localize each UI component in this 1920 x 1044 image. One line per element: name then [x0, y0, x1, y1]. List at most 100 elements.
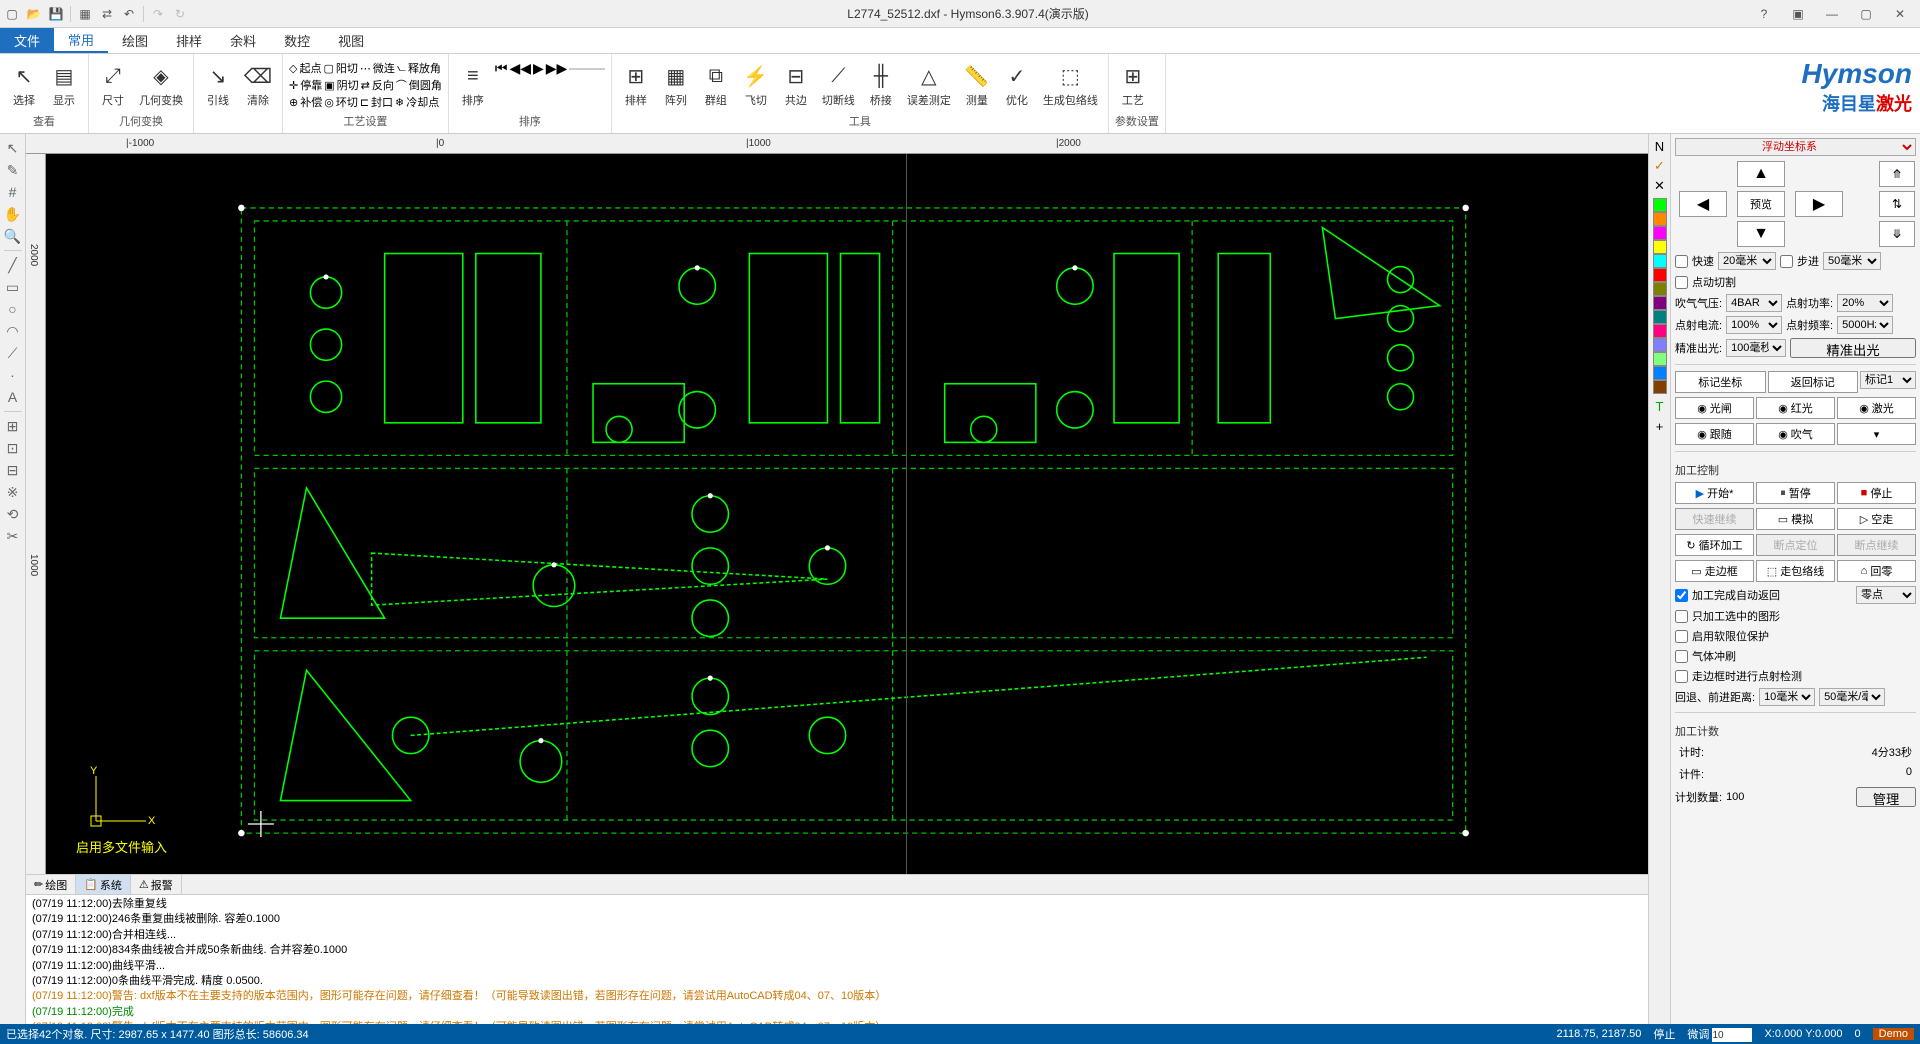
pause-button[interactable]: ⏸暂停 — [1756, 482, 1835, 504]
retreat2-select[interactable]: 50毫米/毫 — [1819, 688, 1885, 706]
step-select[interactable]: 50毫米 — [1823, 252, 1881, 270]
layer-swatch[interactable] — [1653, 324, 1667, 338]
sort-prev-icon[interactable]: ⏮ — [495, 60, 508, 77]
layer-swatch[interactable] — [1653, 310, 1667, 324]
log-tab-draw[interactable]: ✏ 绘图 — [26, 875, 76, 894]
layer-check-icon[interactable]: ✓ — [1652, 158, 1668, 174]
precise-button[interactable]: 精准出光 — [1790, 338, 1916, 358]
tool1-icon[interactable]: ⊞ — [3, 416, 23, 436]
group-button[interactable]: ⧉群组 — [698, 60, 734, 110]
drawing-canvas[interactable]: X Y 启用多文件输入 — [46, 154, 1648, 874]
layer-swatch[interactable] — [1653, 240, 1667, 254]
release-icon[interactable]: ⦦ — [397, 62, 406, 75]
redlight-button[interactable]: ◉红光 — [1756, 397, 1835, 419]
dropdown-button[interactable]: ▾ — [1837, 423, 1916, 445]
tab-common[interactable]: 常用 — [54, 28, 108, 53]
order-icon[interactable]: # — [3, 182, 23, 202]
arc-icon[interactable]: ◠ — [3, 321, 23, 341]
yang-icon[interactable]: ▢ — [323, 62, 333, 75]
maximize-icon[interactable]: ▢ — [1850, 2, 1882, 26]
jog-z-down-button[interactable]: ⤋ — [1879, 221, 1915, 247]
tab-nest[interactable]: 排样 — [162, 28, 216, 53]
jog-right-button[interactable]: ▶ — [1795, 191, 1843, 217]
layer-swatch[interactable] — [1653, 268, 1667, 282]
jog-down-button[interactable]: ▼ — [1737, 221, 1785, 247]
circle-icon[interactable]: ○ — [3, 299, 23, 319]
clear-button[interactable]: ⌫清除 — [240, 60, 276, 110]
dock-icon[interactable]: ✛ — [289, 79, 298, 92]
tool4-icon[interactable]: ※ — [3, 482, 23, 502]
tool3-icon[interactable]: ⊟ — [3, 460, 23, 480]
mark-coord-button[interactable]: 标记坐标 — [1675, 371, 1766, 393]
common-button[interactable]: ⊟共边 — [778, 60, 814, 110]
tech-param-button[interactable]: ⊞工艺 — [1115, 60, 1151, 110]
step-checkbox[interactable] — [1780, 255, 1793, 268]
pan-icon[interactable]: ✋ — [3, 204, 23, 224]
shutter-button[interactable]: ◉光闸 — [1675, 397, 1754, 419]
restore-icon[interactable]: ▣ — [1782, 2, 1814, 26]
yin-icon[interactable]: ▣ — [324, 79, 334, 92]
minimize-icon[interactable]: — — [1816, 2, 1848, 26]
jog-left-button[interactable]: ◀ — [1679, 191, 1727, 217]
layer-swatch[interactable] — [1653, 338, 1667, 352]
fly-button[interactable]: ⚡飞切 — [738, 60, 774, 110]
lead-button[interactable]: ↘引线 — [200, 60, 236, 110]
sort-back-icon[interactable]: ◀◀ — [509, 60, 531, 77]
seal-icon[interactable]: ⊏ — [360, 96, 369, 109]
tab-nc[interactable]: 数控 — [270, 28, 324, 53]
link-icon[interactable]: ⇄ — [99, 6, 115, 22]
log-tab-system[interactable]: 📋 系统 — [76, 875, 131, 894]
jog-up-button[interactable]: ▲ — [1737, 161, 1785, 187]
close-icon[interactable]: ✕ — [1884, 2, 1916, 26]
layer-plus-icon[interactable]: + — [1652, 418, 1668, 434]
dotfreq-select[interactable]: 5000Hz — [1837, 316, 1893, 334]
transform-button[interactable]: ◈几何变换 — [135, 60, 187, 110]
edge-dot-checkbox[interactable] — [1675, 670, 1688, 683]
measure-button[interactable]: 📏测量 — [959, 60, 995, 110]
layer-swatch[interactable] — [1653, 226, 1667, 240]
fillet-icon[interactable]: ⌒ — [396, 77, 407, 93]
fast-continue-button[interactable]: 快速继续 — [1675, 508, 1754, 530]
size-button[interactable]: ⤢尺寸 — [95, 60, 131, 110]
dotpower-select[interactable]: 20% — [1837, 294, 1893, 312]
layer-swatch[interactable] — [1653, 380, 1667, 394]
redo-icon[interactable]: ↷ — [150, 6, 166, 22]
home-button[interactable]: ⌂回零 — [1837, 560, 1916, 582]
soft-limit-checkbox[interactable] — [1675, 630, 1688, 643]
text-icon[interactable]: A — [3, 387, 23, 407]
tab-view[interactable]: 视图 — [324, 28, 378, 53]
array-button[interactable]: ▦阵列 — [658, 60, 694, 110]
cool-icon[interactable]: ❄ — [395, 96, 404, 109]
cutline-button[interactable]: ⟋切断线 — [818, 60, 859, 110]
dry-button[interactable]: ▷空走 — [1837, 508, 1916, 530]
return-pt-select[interactable]: 零点 — [1856, 586, 1916, 604]
tool2-icon[interactable]: ⊡ — [3, 438, 23, 458]
select-button[interactable]: ↖选择 — [6, 60, 42, 110]
frame-button[interactable]: ▭走边框 — [1675, 560, 1754, 582]
undo-icon[interactable]: ↶ — [121, 6, 137, 22]
help-icon[interactable]: ? — [1748, 2, 1780, 26]
bridge-button[interactable]: ╫桥接 — [863, 60, 899, 110]
manage-button[interactable]: 管理 — [1856, 787, 1916, 807]
preview-button[interactable]: 预览 — [1737, 191, 1785, 217]
tab-remnant[interactable]: 余料 — [216, 28, 270, 53]
log-tab-alarm[interactable]: ⚠ 报警 — [131, 875, 182, 894]
save-icon[interactable]: 💾 — [48, 6, 64, 22]
jog-z-up-button[interactable]: ⤊ — [1879, 161, 1915, 187]
coord-system-select[interactable]: 浮动坐标系 — [1675, 138, 1916, 156]
blow-button[interactable]: ◉吹气 — [1756, 423, 1835, 445]
fast-checkbox[interactable] — [1675, 255, 1688, 268]
only-sel-checkbox[interactable] — [1675, 610, 1688, 623]
dotcut-checkbox[interactable] — [1675, 276, 1688, 289]
layer-text-icon[interactable]: T — [1652, 398, 1668, 414]
blow-select[interactable]: 4BAR — [1726, 294, 1782, 312]
bp-cont-button[interactable]: 断点继续 — [1837, 534, 1916, 556]
retreat1-select[interactable]: 10毫米 — [1759, 688, 1815, 706]
auto-return-checkbox[interactable] — [1675, 589, 1688, 602]
micro-icon[interactable]: ⋯ — [360, 62, 371, 75]
tab-file[interactable]: 文件 — [0, 28, 54, 53]
sim-button[interactable]: ▭模拟 — [1756, 508, 1835, 530]
stop-button[interactable]: ■停止 — [1837, 482, 1916, 504]
open-icon[interactable]: 📂 — [26, 6, 42, 22]
error-button[interactable]: △误差测定 — [903, 60, 955, 110]
